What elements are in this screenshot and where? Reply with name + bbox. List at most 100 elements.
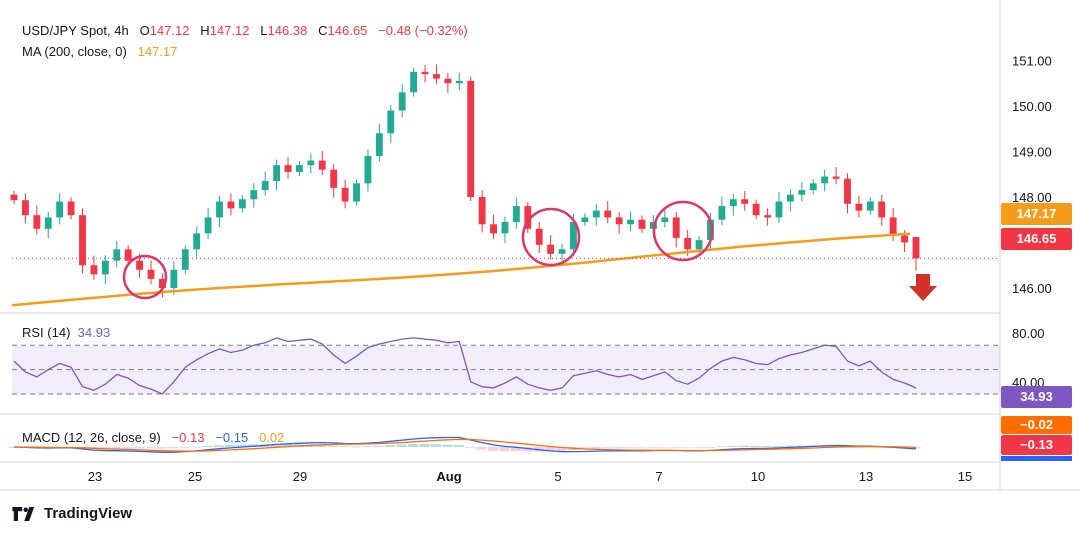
macd-histogram-bar — [670, 447, 681, 448]
candle-body — [250, 190, 258, 200]
time-tick-label: Aug — [436, 469, 461, 484]
candle-body — [170, 269, 178, 288]
macd-histogram-bar — [236, 444, 247, 447]
ma-label: MA (200, close, 0) — [22, 44, 127, 59]
macd-line — [13, 436, 917, 453]
time-tick-label: 29 — [293, 469, 307, 484]
macd-histogram-bar — [225, 444, 236, 447]
candle-body — [672, 217, 680, 238]
candle-body — [136, 260, 144, 270]
change-value: −0.48 (−0.32%) — [378, 23, 468, 38]
candle-body — [604, 210, 612, 218]
candle-body — [627, 219, 634, 225]
rsi-legend: RSI (14) 34.93 — [22, 325, 110, 340]
candle-body — [695, 240, 703, 250]
candle-body — [809, 183, 817, 191]
candle-body — [535, 228, 543, 245]
macd-histogram-bar — [716, 446, 727, 448]
candle-body — [684, 237, 692, 250]
price-tick-label: 151.00 — [1012, 53, 1052, 68]
candle-body — [581, 217, 589, 222]
candle-body — [455, 80, 463, 84]
macd-histogram-bar — [681, 447, 693, 448]
macd-histogram-bar — [556, 447, 567, 452]
candle-body — [707, 219, 714, 241]
macd-histogram-bar — [739, 445, 750, 447]
macd-histogram-bar — [579, 447, 590, 450]
candle-body — [844, 178, 851, 204]
candle-body — [124, 249, 132, 261]
rsi-value: 34.93 — [77, 325, 111, 340]
macd-legend: MACD (12, 26, close, 9) −0.13 −0.15 0.02 — [22, 430, 284, 445]
last-price-badge: 146.65 — [1001, 228, 1072, 250]
candle-body — [421, 71, 429, 75]
macd-histogram-bar — [453, 445, 464, 447]
macd-histogram-bar — [773, 445, 784, 447]
candle-body — [159, 278, 166, 288]
candle-body — [718, 206, 726, 220]
ma-price-badge: 147.17 — [1001, 203, 1072, 225]
high-label: H — [200, 23, 210, 38]
candle-body — [33, 215, 41, 229]
low-label: L — [260, 23, 268, 38]
price-tick-label: 146.00 — [1012, 281, 1052, 296]
candle-body — [216, 201, 223, 218]
time-tick-label: 10 — [751, 469, 765, 484]
macd-badge: −0.13 — [1001, 435, 1072, 455]
candle-body — [444, 78, 452, 84]
candle-body — [67, 201, 75, 216]
candle-body — [296, 165, 303, 172]
tradingview-logo-icon — [12, 506, 35, 521]
candle-body — [889, 217, 897, 236]
symbol-label: USD/JPY Spot, 4h — [22, 23, 129, 38]
close-value: 146.65 — [327, 23, 368, 38]
macd-histogram-bar — [876, 447, 887, 448]
support-circle — [652, 200, 714, 262]
close-label: C — [318, 23, 328, 38]
candle-body — [341, 187, 349, 202]
candle-body — [364, 156, 372, 184]
macd-histogram-bar — [704, 446, 716, 448]
price-tick-label: 148.00 — [1012, 190, 1052, 205]
candle-body — [821, 176, 829, 184]
macd-histogram-bar — [487, 447, 499, 451]
macd-histogram-bar — [784, 445, 795, 447]
macd-histogram-bar — [830, 445, 841, 447]
macd-value: −0.13 — [171, 430, 205, 445]
macd-histogram-bar — [396, 444, 407, 447]
macd-histogram-bar — [362, 446, 373, 448]
rsi-tick-label: 80.00 — [1012, 326, 1045, 341]
time-tick-label: 25 — [188, 469, 202, 484]
support-circle — [122, 254, 168, 300]
low-value: 146.38 — [267, 23, 308, 38]
candle-body — [238, 199, 246, 209]
macd-histogram-bar — [476, 447, 487, 450]
macd-histogram-bar — [282, 444, 293, 447]
candle-body — [375, 133, 383, 157]
footer: TradingView — [12, 505, 132, 522]
macd-histogram-bar — [465, 447, 476, 448]
macd-histogram-bar — [111, 447, 122, 449]
candle-body — [44, 217, 52, 229]
candle-body — [113, 249, 121, 261]
candle-body — [330, 169, 338, 188]
candle-body — [912, 237, 920, 259]
macd-histogram-bar — [442, 444, 453, 447]
candle-body — [638, 219, 646, 229]
macd-histogram-bar — [156, 447, 167, 449]
candle-body — [147, 269, 155, 279]
ma-legend: MA (200, close, 0) 147.17 — [22, 44, 177, 59]
support-circle — [521, 207, 581, 267]
candle-body — [501, 222, 509, 234]
macd-signal-line — [13, 438, 917, 452]
rsi-label: RSI (14) — [22, 325, 71, 340]
candle-body — [193, 233, 201, 250]
candle-body — [318, 160, 326, 170]
candle-body — [558, 249, 566, 254]
rsi-badge: 34.93 — [1001, 386, 1072, 408]
macd-histogram-bar — [636, 447, 647, 448]
macd-label: MACD (12, 26, close, 9) — [22, 430, 161, 445]
time-tick-label: 23 — [88, 469, 102, 484]
open-value: 147.12 — [149, 23, 190, 38]
